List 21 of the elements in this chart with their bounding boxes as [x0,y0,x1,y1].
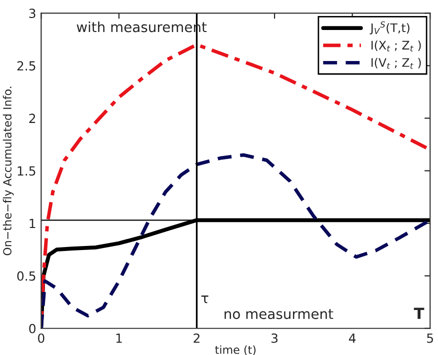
x-tick-label: 3 [272,333,278,343]
y-tick-label: 2.5 [17,61,36,71]
y-tick-label: 0.5 [17,271,36,281]
y-axis-title: On−the−fly Accumulated Info. [2,86,14,256]
legend-label: I(X$_{t}$ ; Z$_{t}$ ) [372,40,421,52]
legend-label: J$_{V}$$^{S}$(T,t) [370,21,410,34]
x-tick-label: 2 [194,333,200,343]
x-tick-label: 1 [116,334,122,343]
annotation: no measurment [224,309,334,320]
x-axis-title: time (t) [215,345,256,355]
y-tick-label: 2 [29,114,36,123]
x-tick-label: 5 [427,334,433,343]
annotation: T [414,308,424,319]
x-tick-label: 4 [348,334,356,343]
legend-label: I(V$_{t}$ ; Z$_{t}$ ) [372,58,421,69]
x-tick-label: 0 [38,333,44,343]
y-tick-label: 3 [29,8,36,18]
ref-line-label: τ [201,296,208,304]
y-tick-label: 1 [30,218,36,228]
y-tick-label: 1.5 [18,166,36,176]
y-tick-label: 0 [29,324,36,334]
